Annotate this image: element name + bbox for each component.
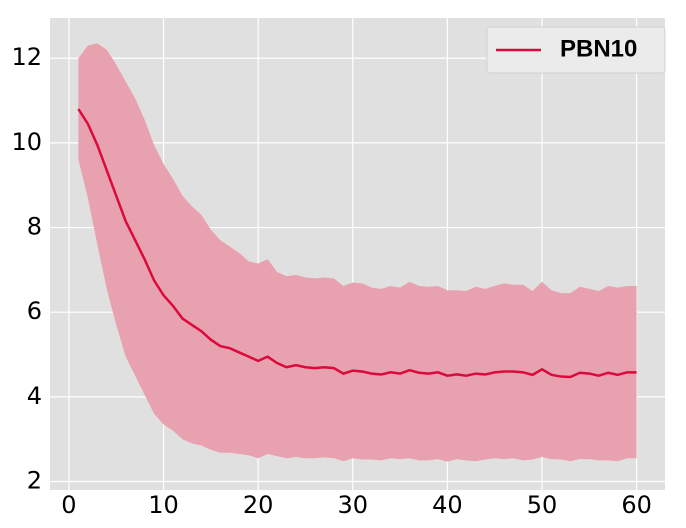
line bbox=[77, 108, 637, 379]
y-tick-label: 8 bbox=[27, 213, 42, 241]
x-tick-label: 10 bbox=[148, 491, 179, 519]
error-band bbox=[78, 43, 637, 462]
x-tick-label: 60 bbox=[621, 491, 652, 519]
legend-label: PBN10 bbox=[560, 35, 637, 62]
y-tick-label: 10 bbox=[11, 128, 42, 156]
y-tick-label: 6 bbox=[27, 297, 42, 325]
x-tick-label: 0 bbox=[61, 491, 76, 519]
y-tick-label: 4 bbox=[27, 382, 42, 410]
y-tick-label: 12 bbox=[11, 43, 42, 71]
x-tick-label: 20 bbox=[243, 491, 274, 519]
x-tick-label: 30 bbox=[337, 491, 368, 519]
x-tick-label: 50 bbox=[527, 491, 558, 519]
x-tick-label: 40 bbox=[432, 491, 463, 519]
y-tick-label: 2 bbox=[27, 467, 42, 495]
legend-box bbox=[486, 26, 666, 74]
